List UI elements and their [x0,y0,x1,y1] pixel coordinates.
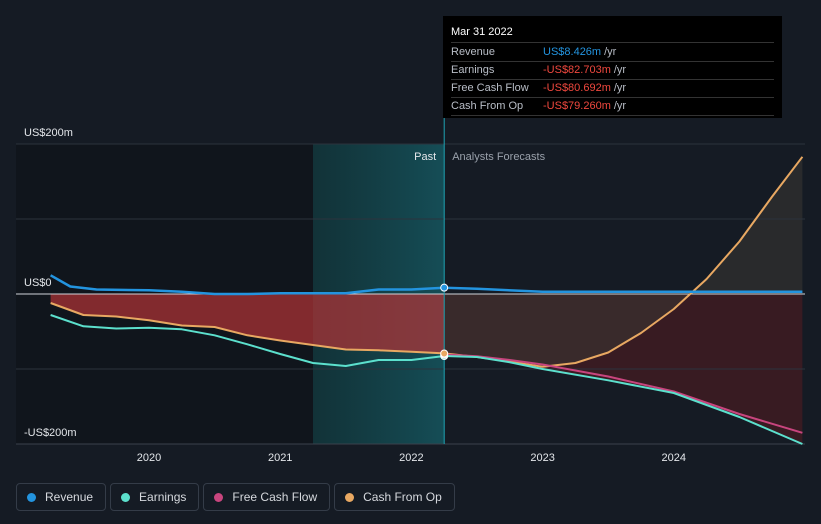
tooltip-label: Free Cash Flow [451,82,529,94]
legend-label: Cash From Op [363,490,442,504]
tooltip-value: -US$80.692m [543,82,611,94]
cash-from-op-area-forecast [444,156,803,367]
tooltip-value: -US$79.260m [543,100,611,112]
tooltip: Mar 31 2022 Revenue US$8.426m /yr Earnin… [443,16,782,118]
x-tick-label: 2020 [137,452,161,464]
revenue-line [49,274,803,296]
y-axis-zero-label: US$0 [24,277,52,289]
cash-from-op-area-past [50,294,445,354]
tooltip-row-cash-from-op: Cash From Op -US$79.260m /yr [451,98,774,116]
past-label: Past [414,151,436,163]
forecast-label: Analysts Forecasts [452,151,545,163]
cash-from-op-marker [440,349,449,358]
y-axis-bottom-label: -US$200m [24,427,77,439]
x-tick-label: 2023 [530,452,554,464]
cash-from-op-line [50,156,804,368]
x-tick-label: 2022 [399,452,423,464]
x-tick-label: 2024 [662,452,686,464]
tooltip-label: Revenue [451,46,496,58]
tooltip-row-earnings: Earnings -US$82.703m /yr [451,62,774,80]
legend: Revenue Earnings Free Cash Flow Cash Fro… [16,483,455,511]
legend-dot-icon [214,492,224,502]
legend-item-free-cash-flow[interactable]: Free Cash Flow [203,483,331,511]
x-tick-label: 2021 [268,452,292,464]
tooltip-unit: /yr [613,64,627,76]
tooltip-value: -US$82.703m [543,64,611,76]
tooltip-date: Mar 31 2022 [451,24,774,43]
legend-dot-icon [121,492,131,502]
legend-dot-icon [27,492,36,502]
chart-grid [16,96,805,445]
earnings-line [50,314,803,445]
tooltip-value: US$8.426m [543,46,602,58]
tooltip-unit: /yr [613,82,627,94]
legend-dot-icon [345,492,355,502]
tooltip-label: Cash From Op [451,100,524,112]
chart-lines [49,156,804,445]
tooltip-row-free-cash-flow: Free Cash Flow -US$80.692m /yr [451,80,774,98]
legend-label: Free Cash Flow [232,490,318,504]
tooltip-label: Earnings [451,64,495,76]
legend-label: Revenue [45,490,94,504]
tooltip-unit: /yr [613,100,627,112]
tooltip-unit: /yr [604,46,617,58]
y-axis-top-label: US$200m [24,127,73,139]
legend-label: Earnings [139,490,187,504]
tooltip-row-revenue: Revenue US$8.426m /yr [451,44,774,62]
revenue-marker [440,283,449,292]
chart-labels: US$200m US$0 -US$200m Past Analysts Forecast… [24,127,686,464]
legend-item-cash-from-op[interactable]: Cash From Op [334,483,455,511]
legend-item-earnings[interactable]: Earnings [110,483,200,511]
legend-item-revenue[interactable]: Revenue [16,483,107,511]
